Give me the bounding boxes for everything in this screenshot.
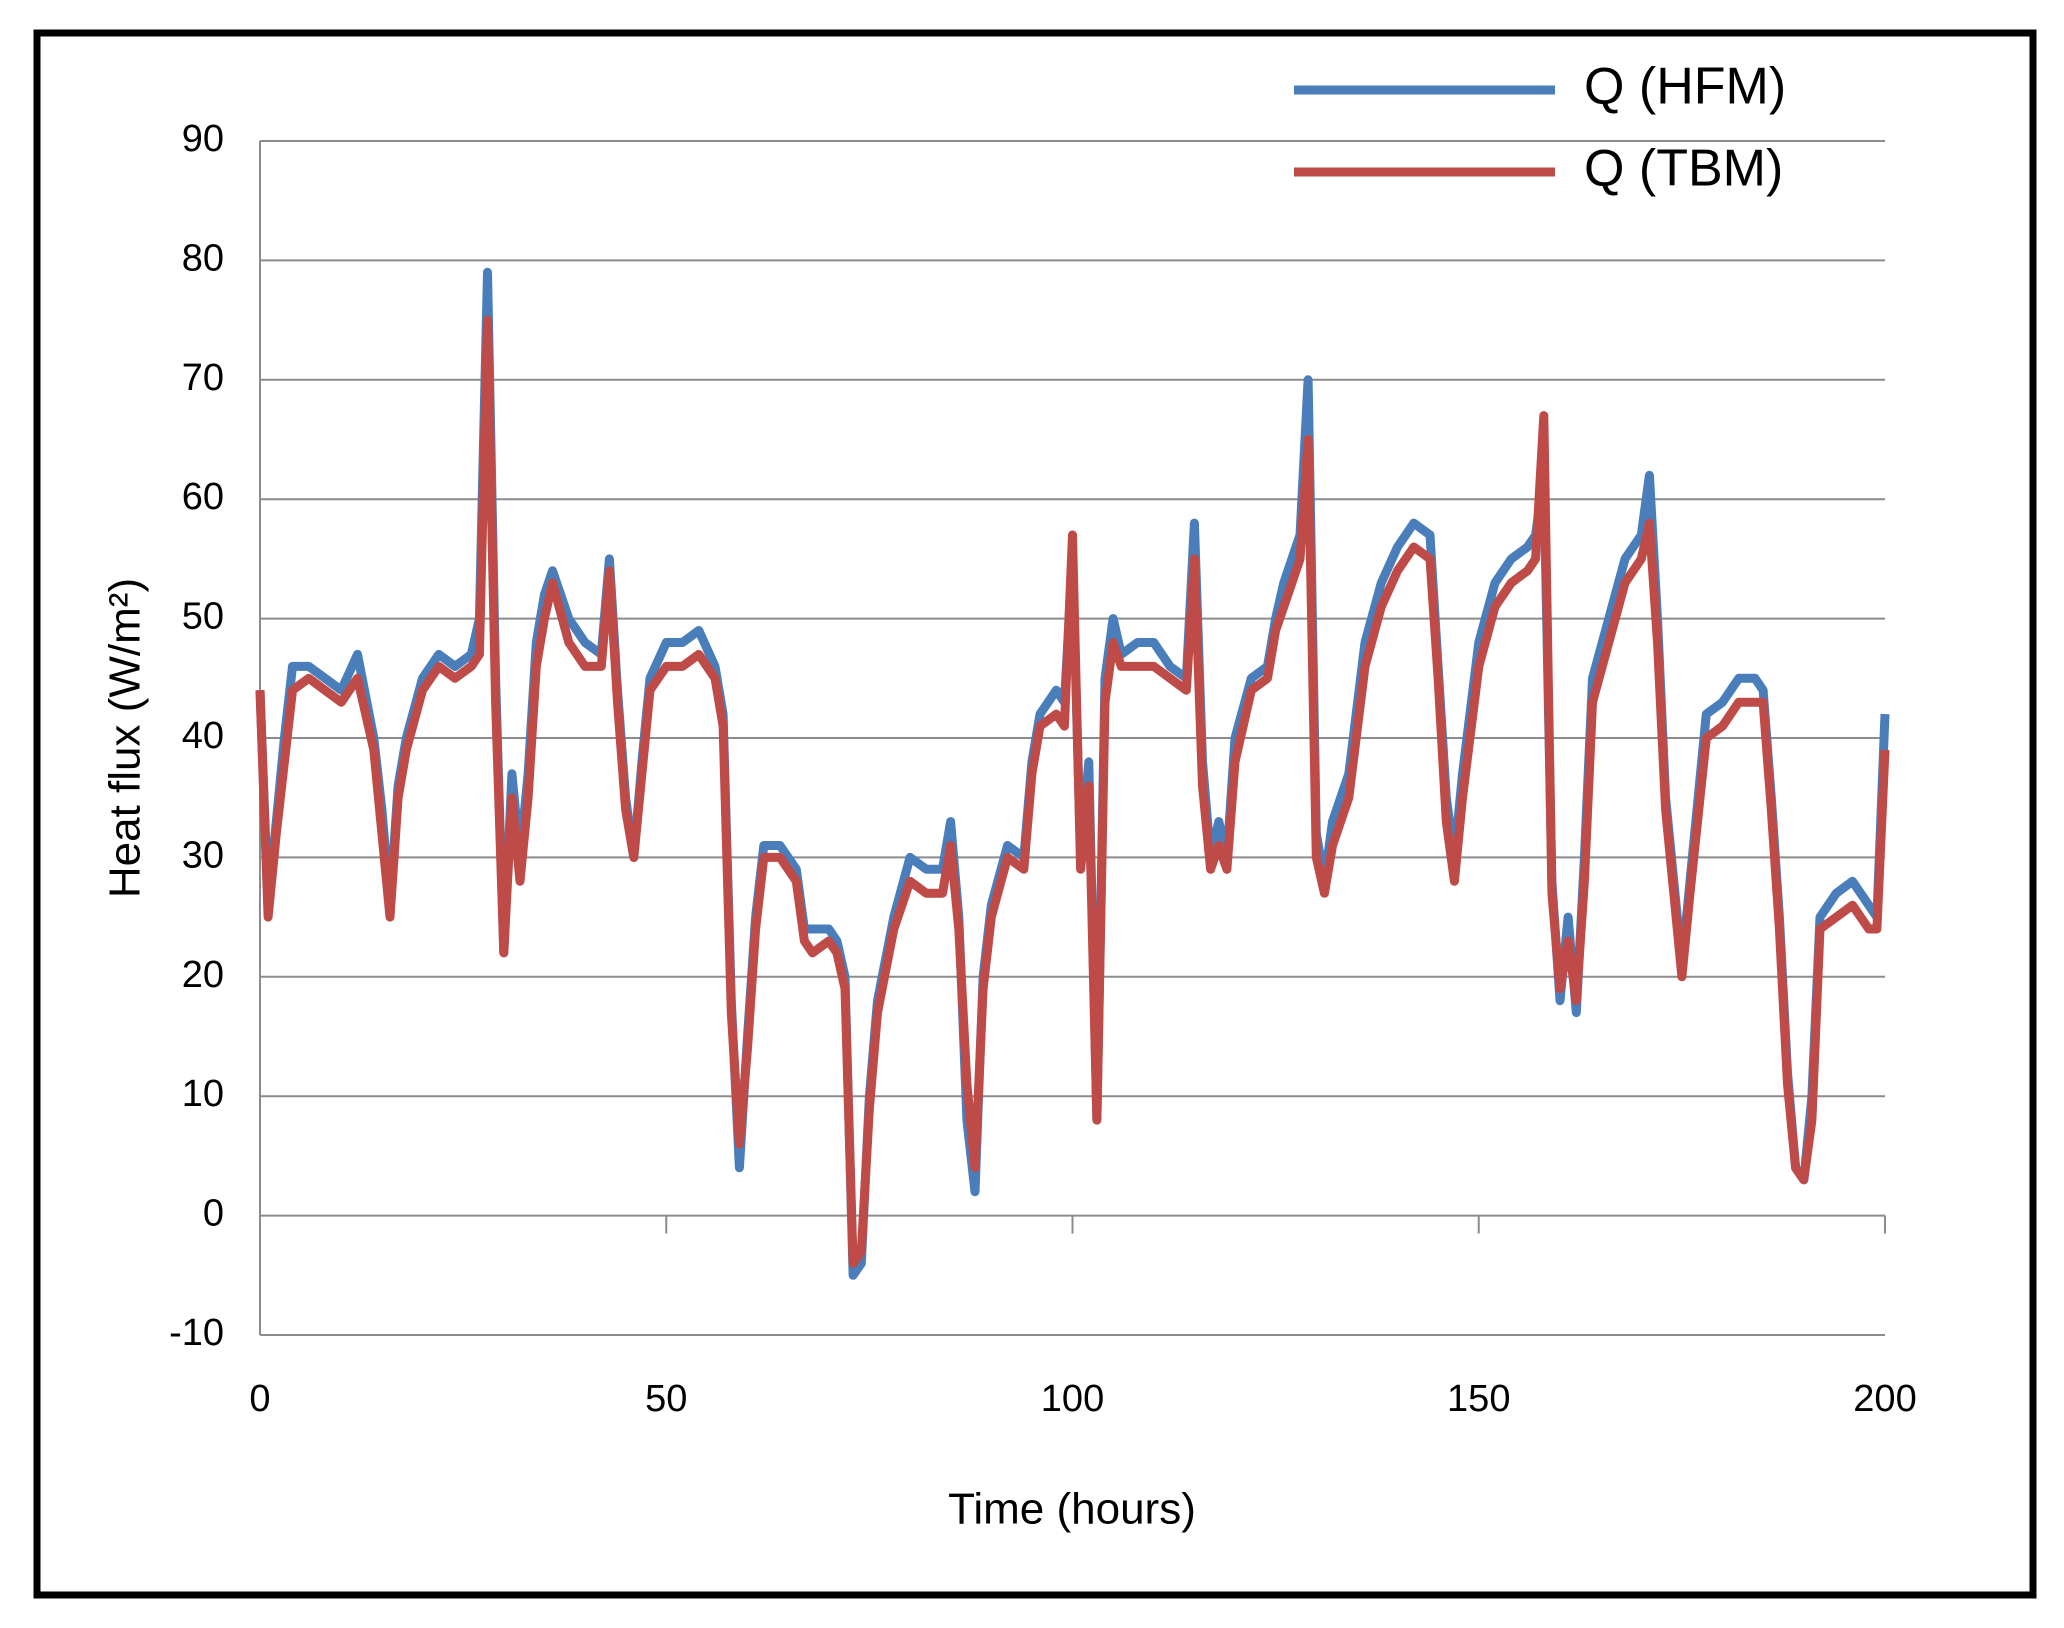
y-tick-label: -10 [169, 1312, 224, 1354]
y-tick-label: 70 [182, 357, 224, 399]
y-tick-label: 50 [182, 596, 224, 638]
y-tick-label: 40 [182, 715, 224, 757]
x-axis-label: Time (hours) [948, 1485, 1196, 1534]
legend-label: Q (HFM) [1584, 58, 1786, 116]
x-tick-label: 150 [1447, 1378, 1510, 1420]
y-tick-label: 10 [182, 1073, 224, 1115]
y-axis-label: Heat flux (W/m²) [101, 578, 150, 898]
legend-label: Q (TBM) [1584, 140, 1783, 198]
frame [33, 29, 2037, 1599]
y-tick-label: 90 [182, 118, 224, 160]
y-tick-label: 30 [182, 834, 224, 876]
y-tick-label: 0 [203, 1193, 224, 1235]
x-tick-label: 200 [1853, 1378, 1916, 1420]
x-tick-label: 0 [249, 1378, 270, 1420]
y-tick-label: 60 [182, 476, 224, 518]
y-tick-label: 80 [182, 237, 224, 279]
x-tick-label: 50 [645, 1378, 687, 1420]
x-tick-label: 100 [1041, 1378, 1104, 1420]
y-tick-label: 20 [182, 954, 224, 996]
series-line [255, 315, 1890, 1268]
